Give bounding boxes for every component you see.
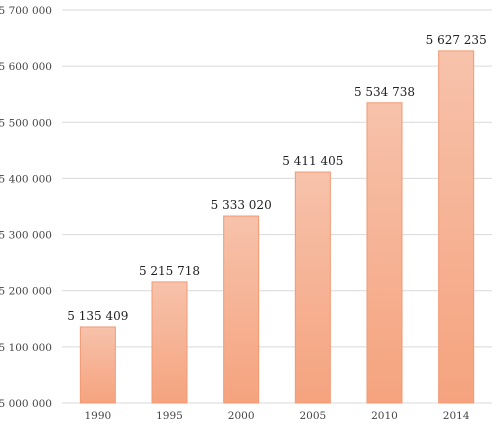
x-axis-tick-labels: 1990 1995 2000 2005 2010 2014 (84, 410, 469, 422)
x-tick-label-1995: 1995 (156, 410, 183, 422)
x-tick-label-2005: 2005 (299, 410, 326, 422)
bar-2014 (438, 50, 475, 404)
y-tick-label: 5 400 000 (0, 173, 52, 185)
data-label-2010: 5 534 738 (354, 85, 415, 99)
y-axis-tick-labels: 5 000 000 5 100 000 5 200 000 5 300 000 5 40… (0, 5, 52, 410)
data-label-2000: 5 333 020 (211, 198, 272, 212)
y-tick-label: 5 100 000 (0, 342, 52, 354)
bar-2000 (223, 215, 260, 404)
bar-2010 (366, 102, 403, 404)
y-tick-label: 5 500 000 (0, 117, 52, 129)
bar-1995 (151, 281, 188, 404)
x-tick-label-2010: 2010 (371, 410, 398, 422)
y-tick-label: 5 300 000 (0, 230, 52, 242)
data-label-1995: 5 215 718 (139, 264, 200, 278)
bar-1990 (79, 326, 116, 404)
y-tick-label: 5 000 000 (0, 398, 52, 410)
y-tick-label: 5 600 000 (0, 61, 52, 73)
bars (79, 50, 475, 404)
data-label-2014: 5 627 235 (426, 33, 487, 47)
x-tick-label-2014: 2014 (443, 410, 470, 422)
y-tick-label: 5 200 000 (0, 286, 52, 298)
y-tick-label: 5 700 000 (0, 5, 52, 17)
data-label-2005: 5 411 405 (282, 154, 343, 168)
data-labels: 5 135 409 5 215 718 5 333 020 5 411 405 5 53… (67, 33, 486, 323)
gridlines (62, 9, 492, 404)
bar-2005 (294, 171, 331, 404)
data-label-1990: 5 135 409 (67, 309, 128, 323)
x-tick-label-1990: 1990 (84, 410, 111, 422)
x-tick-label-2000: 2000 (228, 410, 255, 422)
